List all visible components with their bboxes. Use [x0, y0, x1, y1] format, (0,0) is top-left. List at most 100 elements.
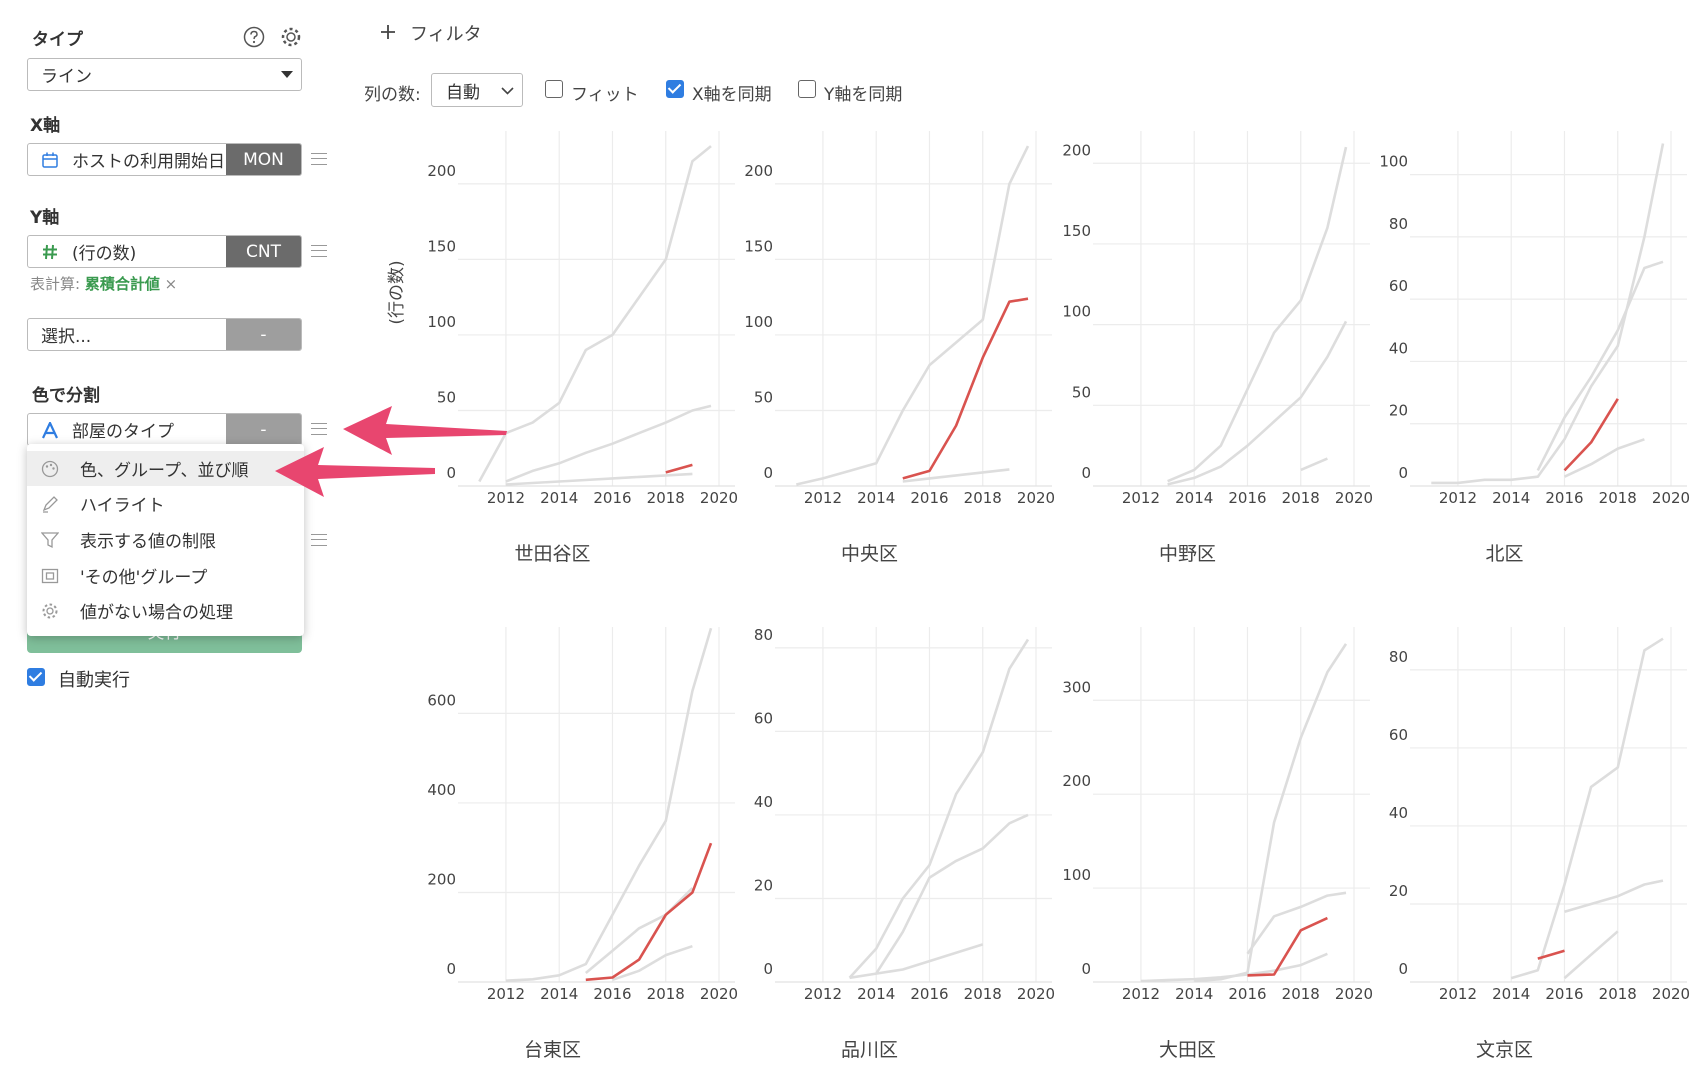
y-tick-label: 40	[1389, 804, 1408, 822]
y-tick-label: 80	[1389, 648, 1408, 666]
sync-x-label: X軸を同期	[692, 85, 772, 105]
y-tick-label: 0	[446, 464, 456, 482]
series-line	[585, 842, 713, 982]
gear-icon	[42, 603, 58, 619]
menu-item-label: 値がない場合の処理	[80, 603, 233, 623]
x-tick-label: 2020	[1017, 985, 1055, 1003]
type-select[interactable]: ライン	[27, 58, 302, 91]
x-tick-label: 2020	[1335, 489, 1373, 507]
y-tick-label: 60	[1389, 277, 1408, 295]
series-line	[1537, 949, 1565, 960]
x-tick-label: 2020	[700, 489, 738, 507]
chart-title: 中央区	[841, 543, 898, 565]
x-tick-label: 2016	[1228, 985, 1266, 1003]
color-agg[interactable]: -	[226, 414, 301, 445]
y-tick-label: 300	[1062, 678, 1091, 696]
x-tick-label: 2018	[647, 985, 685, 1003]
x-tick-label: 2016	[593, 985, 631, 1003]
y-tick-label: 60	[1389, 726, 1408, 744]
menu-item-label: ハイライト	[80, 496, 165, 516]
x-tick-label: 2016	[910, 985, 948, 1003]
menu-handle[interactable]	[311, 534, 327, 546]
x-tick-label: 2018	[1599, 489, 1637, 507]
x-tick-label: 2012	[487, 489, 525, 507]
auto-run-label: 自動実行	[58, 670, 130, 691]
chart-title: 品川区	[841, 1039, 898, 1061]
menu-item[interactable]: 表示する値の制限	[27, 522, 304, 557]
x-tick-label: 2014	[1175, 985, 1213, 1003]
y-tick-label: 20	[1389, 882, 1408, 900]
menu-item-label: 色、グループ、並び順	[80, 461, 249, 481]
y-tick-label: 20	[754, 876, 773, 894]
menu-handle[interactable]	[311, 423, 327, 435]
y-tick-label: 0	[1081, 960, 1091, 978]
help-icon[interactable]	[243, 26, 265, 48]
menu-handle[interactable]	[311, 153, 327, 165]
y-tick-label: 150	[1062, 222, 1091, 240]
y-tick-label: 200	[1062, 141, 1091, 159]
y-agg[interactable]: CNT	[226, 236, 301, 267]
series-line	[1194, 643, 1348, 983]
series-line	[1246, 891, 1347, 955]
table-calc-value[interactable]: 累積合計値	[84, 275, 160, 293]
series-line	[478, 145, 712, 483]
y-field[interactable]: (行の数) CNT	[27, 235, 302, 268]
menu-handle[interactable]	[311, 245, 327, 257]
x-tick-label: 2012	[487, 985, 525, 1003]
filter-button[interactable]: フィルタ	[410, 24, 482, 45]
menu-item[interactable]: ハイライト	[27, 486, 304, 521]
y-tick-label: 50	[437, 388, 456, 406]
series-line	[505, 627, 713, 982]
table-calc-remove[interactable]: ×	[164, 275, 178, 293]
y-tick-label: 80	[1389, 215, 1408, 233]
menu-item[interactable]: 色、グループ、並び順	[27, 451, 304, 486]
calendar-icon	[42, 152, 58, 168]
x-agg[interactable]: MON	[226, 144, 301, 175]
x-tick-label: 2014	[857, 985, 895, 1003]
type-value: ライン	[41, 67, 92, 87]
columns-select[interactable]: 自動	[431, 73, 523, 107]
menu-item-label: 'その他'グループ	[80, 568, 208, 588]
x-tick-label: 2014	[1175, 489, 1213, 507]
series-line	[612, 944, 693, 982]
x-tick-label: 2016	[1545, 489, 1583, 507]
sync-y-checkbox[interactable]	[798, 80, 816, 98]
x-tick-label: 2012	[804, 489, 842, 507]
extra-agg[interactable]: -	[226, 319, 301, 350]
auto-run-checkbox[interactable]	[27, 668, 45, 686]
series-line	[875, 813, 1029, 975]
series-line	[1563, 438, 1645, 478]
series-line	[1247, 916, 1328, 977]
extra-field[interactable]: 選択... -	[27, 318, 302, 351]
plus-icon[interactable]	[380, 24, 396, 40]
menu-item[interactable]: 値がない場合の処理	[27, 593, 304, 628]
y-tick-label: 0	[1398, 464, 1408, 482]
table-calc: 表計算: 累積合計値 ×	[30, 273, 177, 294]
chart-title: 世田谷区	[514, 543, 590, 565]
series-line	[848, 638, 1030, 979]
settings-icon[interactable]	[280, 26, 302, 48]
fit-checkbox[interactable]	[545, 80, 563, 98]
series-line	[1300, 457, 1328, 472]
x-field[interactable]: ホストの利用開始日 MON	[27, 143, 302, 176]
y-tick-label: 100	[1062, 866, 1091, 884]
series-line	[1563, 930, 1619, 980]
sync-x-checkbox[interactable]	[666, 80, 684, 98]
menu-item[interactable]: 'その他'グループ	[27, 558, 304, 593]
series-line	[902, 297, 1029, 480]
x-tick-label: 2020	[1652, 985, 1690, 1003]
fit-label: フィット	[571, 85, 639, 105]
series-line	[1140, 952, 1328, 983]
y-tick-label: 0	[763, 960, 773, 978]
sync-y-label: Y軸を同期	[824, 85, 903, 105]
color-field[interactable]: 部屋のタイプ -	[27, 413, 302, 446]
x-tick-label: 2014	[1492, 489, 1530, 507]
color-split-label: 色で分割	[32, 386, 100, 406]
x-tick-label: 2018	[964, 489, 1002, 507]
x-tick-label: 2014	[1492, 985, 1530, 1003]
series-line	[1510, 637, 1664, 980]
y-tick-label: 200	[1062, 772, 1091, 790]
